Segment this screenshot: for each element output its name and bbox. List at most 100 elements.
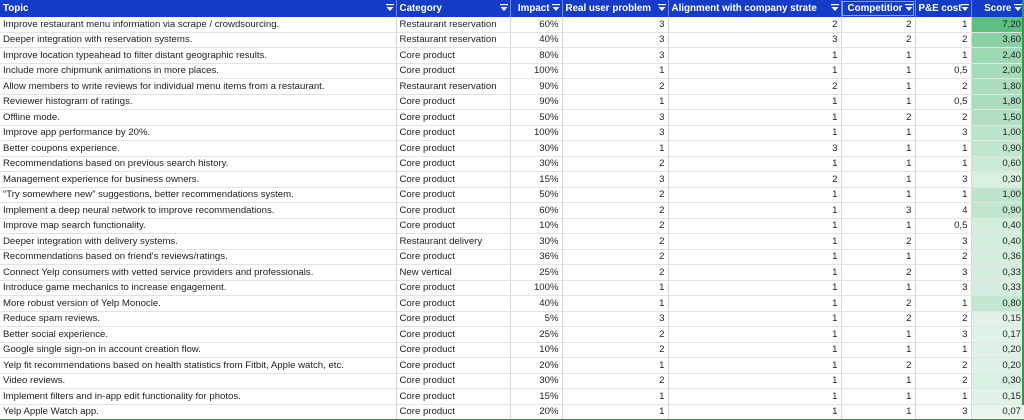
filter-dropdown-icon[interactable]: [551, 3, 560, 13]
table-row[interactable]: More robust version of Yelp Monocle. Core…: [0, 295, 1024, 312]
table-row[interactable]: Deeper integration with delivery systems…: [0, 233, 1024, 250]
pe-cost-cell[interactable]: 1: [915, 187, 972, 203]
topic-cell[interactable]: Implement filters and in-app edit functi…: [0, 388, 397, 405]
score-cell[interactable]: 7,20: [971, 17, 1024, 33]
pe-cost-cell[interactable]: 1: [915, 17, 972, 33]
score-cell[interactable]: 0,36: [971, 249, 1024, 265]
impact-cell[interactable]: 30%: [510, 140, 563, 157]
alignment-cell[interactable]: 1: [668, 388, 842, 405]
topic-cell[interactable]: Improve app performance by 20%.: [0, 125, 397, 141]
alignment-cell[interactable]: 1: [668, 218, 842, 234]
category-cell[interactable]: Core product: [396, 47, 511, 64]
header-category[interactable]: Category: [396, 0, 511, 17]
topic-cell[interactable]: Recommendations based on friend's review…: [0, 249, 397, 265]
filter-dropdown-icon[interactable]: [385, 3, 394, 13]
category-cell[interactable]: Core product: [396, 109, 511, 126]
real-user-problem-cell[interactable]: 2: [562, 264, 669, 281]
impact-cell[interactable]: 30%: [510, 156, 563, 172]
pe-cost-cell[interactable]: 4: [915, 202, 972, 219]
score-cell[interactable]: 0,40: [971, 233, 1024, 250]
competitor-cell[interactable]: 1: [841, 373, 916, 389]
real-user-problem-cell[interactable]: 2: [562, 326, 669, 343]
impact-cell[interactable]: 50%: [510, 187, 563, 203]
impact-cell[interactable]: 15%: [510, 171, 563, 188]
alignment-cell[interactable]: 1: [668, 373, 842, 389]
alignment-cell[interactable]: 1: [668, 202, 842, 219]
competitor-cell[interactable]: 1: [841, 326, 916, 343]
topic-cell[interactable]: Better coupons experience.: [0, 140, 397, 157]
impact-cell[interactable]: 40%: [510, 32, 563, 48]
real-user-problem-cell[interactable]: 2: [562, 249, 669, 265]
category-cell[interactable]: Core product: [396, 404, 511, 420]
competitor-cell[interactable]: 2: [841, 109, 916, 126]
table-row[interactable]: Better social experience. Core product 25%…: [0, 326, 1024, 343]
pe-cost-cell[interactable]: 1: [915, 47, 972, 64]
category-cell[interactable]: Core product: [396, 280, 511, 296]
pe-cost-cell[interactable]: 3: [915, 171, 972, 188]
real-user-problem-cell[interactable]: 1: [562, 357, 669, 374]
real-user-problem-cell[interactable]: 1: [562, 295, 669, 312]
table-row[interactable]: Improve app performance by 20%. Core prod…: [0, 125, 1024, 141]
table-row[interactable]: Implement a deep neural network to impro…: [0, 202, 1024, 219]
topic-cell[interactable]: Include more chipmunk animations in more…: [0, 63, 397, 79]
competitor-cell[interactable]: 2: [841, 17, 916, 33]
pe-cost-cell[interactable]: 1: [915, 140, 972, 157]
competitor-cell[interactable]: 1: [841, 156, 916, 172]
filter-dropdown-icon[interactable]: [904, 3, 913, 13]
pe-cost-cell[interactable]: 1: [915, 342, 972, 358]
table-row[interactable]: Reduce spam reviews. Core product 5% 3 1 2 2 0,…: [0, 311, 1024, 327]
header-score[interactable]: Score: [971, 0, 1024, 17]
alignment-cell[interactable]: 1: [668, 94, 842, 110]
score-cell[interactable]: 3,60: [971, 32, 1024, 48]
table-row[interactable]: Connect Yelp consumers with vetted servi…: [0, 264, 1024, 281]
table-row[interactable]: Better coupons experience. Core product 30…: [0, 140, 1024, 157]
competitor-cell[interactable]: 1: [841, 187, 916, 203]
impact-cell[interactable]: 36%: [510, 249, 563, 265]
score-cell[interactable]: 0,30: [971, 171, 1024, 188]
real-user-problem-cell[interactable]: 2: [562, 156, 669, 172]
real-user-problem-cell[interactable]: 2: [562, 233, 669, 250]
alignment-cell[interactable]: 2: [668, 171, 842, 188]
competitor-cell[interactable]: 2: [841, 295, 916, 312]
alignment-cell[interactable]: 3: [668, 32, 842, 48]
competitor-cell[interactable]: 2: [841, 311, 916, 327]
topic-cell[interactable]: Reviewer histogram of ratings.: [0, 94, 397, 110]
competitor-cell[interactable]: 1: [841, 218, 916, 234]
real-user-problem-cell[interactable]: 1: [562, 140, 669, 157]
alignment-cell[interactable]: 1: [668, 47, 842, 64]
category-cell[interactable]: Restaurant reservation: [396, 78, 511, 95]
real-user-problem-cell[interactable]: 3: [562, 32, 669, 48]
score-cell[interactable]: 1,00: [971, 187, 1024, 203]
alignment-cell[interactable]: 2: [668, 17, 842, 33]
topic-cell[interactable]: Better social experience.: [0, 326, 397, 343]
category-cell[interactable]: Core product: [396, 125, 511, 141]
header-alignment[interactable]: Alignment with company strate: [668, 0, 842, 17]
topic-cell[interactable]: Deeper integration with reservation syst…: [0, 32, 397, 48]
alignment-cell[interactable]: 1: [668, 63, 842, 79]
real-user-problem-cell[interactable]: 2: [562, 202, 669, 219]
impact-cell[interactable]: 90%: [510, 94, 563, 110]
competitor-cell[interactable]: 1: [841, 388, 916, 405]
impact-cell[interactable]: 100%: [510, 280, 563, 296]
score-cell[interactable]: 0,17: [971, 326, 1024, 343]
pe-cost-cell[interactable]: 3: [915, 280, 972, 296]
table-row[interactable]: Video reviews. Core product 30% 2 1 1 2 0,30: [0, 373, 1024, 389]
topic-cell[interactable]: Connect Yelp consumers with vetted servi…: [0, 264, 397, 281]
category-cell[interactable]: Core product: [396, 156, 511, 172]
table-row[interactable]: Improve location typeahead to filter dis…: [0, 47, 1024, 64]
pe-cost-cell[interactable]: 2: [915, 32, 972, 48]
real-user-problem-cell[interactable]: 3: [562, 109, 669, 126]
pe-cost-cell[interactable]: 3: [915, 233, 972, 250]
category-cell[interactable]: Core product: [396, 187, 511, 203]
table-row[interactable]: Reviewer histogram of ratings. Core produ…: [0, 94, 1024, 110]
real-user-problem-cell[interactable]: 1: [562, 404, 669, 420]
score-cell[interactable]: 0,33: [971, 264, 1024, 281]
competitor-cell[interactable]: 1: [841, 249, 916, 265]
impact-cell[interactable]: 20%: [510, 404, 563, 420]
pe-cost-cell[interactable]: 2: [915, 357, 972, 374]
topic-cell[interactable]: “Try somewhere new” suggestions, better …: [0, 187, 397, 203]
topic-cell[interactable]: Yelp fit recommendations based on health…: [0, 357, 397, 374]
table-row[interactable]: Management experience for business owner…: [0, 171, 1024, 188]
impact-cell[interactable]: 60%: [510, 17, 563, 33]
category-cell[interactable]: Core product: [396, 311, 511, 327]
